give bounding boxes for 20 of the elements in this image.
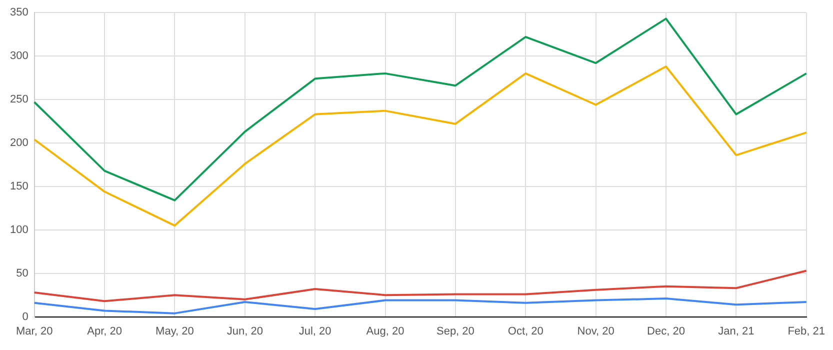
y-tick-label: 250 (10, 94, 28, 106)
x-tick-label: Mar, 20 (16, 325, 53, 338)
y-tick-label: 50 (16, 267, 28, 280)
x-tick-label: Apr, 20 (87, 325, 122, 338)
x-tick-label: Dec, 20 (647, 325, 685, 338)
y-tick-label: 300 (10, 50, 28, 62)
x-tick-label: Nov, 20 (577, 325, 614, 338)
x-tick-label: Jun, 20 (226, 325, 263, 338)
x-tick-label: May, 20 (156, 325, 194, 338)
y-tick-label: 350 (10, 6, 28, 19)
x-tick-label: Aug, 20 (366, 325, 404, 338)
y-tick-label: 0 (22, 310, 28, 323)
x-tick-label: Sep, 20 (436, 325, 474, 338)
x-tick-label: Jan, 21 (718, 325, 754, 338)
y-tick-label: 100 (10, 224, 28, 236)
x-tick-label: Oct, 20 (508, 325, 544, 338)
y-tick-label: 150 (10, 180, 28, 192)
x-tick-label: Feb, 21 (788, 325, 826, 338)
y-tick-label: 200 (10, 137, 28, 150)
x-tick-label: Jul, 20 (298, 325, 332, 338)
